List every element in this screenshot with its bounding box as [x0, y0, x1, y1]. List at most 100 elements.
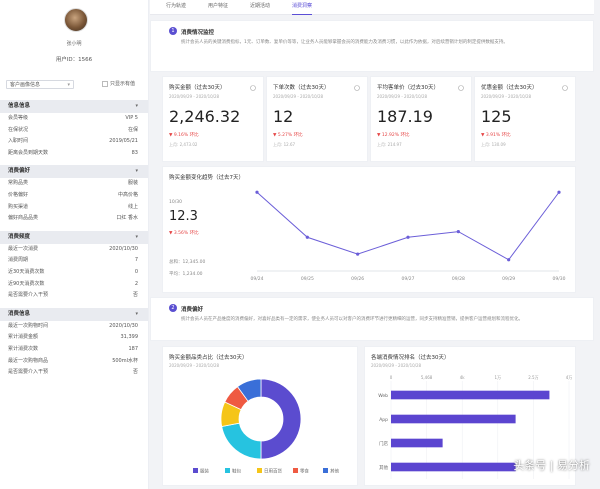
sidebar-row-label: 最近一次购物时间 [8, 322, 49, 329]
sidebar-row-label: 累计消费次数 [8, 345, 39, 352]
bar[interactable] [391, 438, 443, 448]
kpi-card-avg-order-price: 平均客单价（过去30天） 2020/09/29 - 2020/10/28 187… [370, 76, 472, 162]
donut-slice[interactable] [221, 422, 262, 460]
kpi-baseline: 上月: 214.97 [377, 142, 402, 147]
section1-title: 消费情况监控 [181, 30, 215, 36]
sidebar-row-value: 线上 [127, 203, 138, 210]
kpi-card-order-count: 下单次数（过去30天） 2020/09/29 - 2020/10/28 12 ▼… [266, 76, 368, 162]
legend-swatch [225, 468, 230, 473]
sidebar-row-label: 是否需要介入干预 [8, 292, 49, 299]
sidebar-row-value: 否 [132, 292, 138, 299]
sidebar-section-header[interactable]: 信息信息 ▾ [0, 100, 148, 113]
trend-total-label: 总和： [169, 260, 183, 265]
show-values-checkbox[interactable] [102, 81, 108, 87]
customer-sidebar: 张小明 用户ID：1566 客户画像信息 ▾ 只显示有值 信息信息 ▾ 会员等级 VI… [0, 0, 149, 489]
user-name: 张小明 [66, 41, 82, 47]
donut-slice[interactable] [236, 378, 262, 402]
trend-point[interactable] [456, 230, 460, 234]
kpi-value: 187.19 [377, 107, 433, 126]
trend-series-line [256, 191, 560, 261]
sidebar-row: 购买渠道 线上 [0, 202, 148, 214]
sidebar-row-value: 83 [131, 149, 138, 156]
kpi-change: ▼ 3.91% 环比 [481, 133, 511, 138]
tab-recent-activity[interactable]: 近期活动 [250, 3, 271, 9]
sidebar-row-label: 会员等级 [8, 115, 29, 121]
bar[interactable] [391, 414, 516, 424]
pie-title: 购买金额品类占比（过去30天） [169, 355, 248, 361]
sidebar-row: 累计消费次数 187 [0, 344, 148, 356]
info-icon[interactable] [354, 85, 360, 91]
y-category-label: 其他 [379, 464, 388, 471]
sidebar-row: 最近一次购物时间 2020/10/30 [0, 321, 148, 333]
sidebar-section-header[interactable]: 消费信息 ▾ [0, 307, 148, 321]
trend-point[interactable] [305, 235, 309, 239]
tab-behavior-trail[interactable]: 行为轨迹 [166, 3, 187, 9]
sidebar-row-value: 2019/05/21 [109, 138, 138, 145]
bar[interactable] [391, 390, 550, 400]
sidebar-row: 是否需要介入干预 否 [0, 290, 148, 302]
bar-subtitle: 2020/09/29 - 2020/10/28 [371, 363, 422, 368]
kpi-baseline: 上月: 2,473.02 [169, 142, 198, 147]
tab-consumption-insight[interactable]: 消费洞察 [292, 0, 313, 15]
info-icon[interactable] [458, 85, 464, 91]
tab-user-features[interactable]: 用户特征 [208, 3, 229, 9]
sidebar-section-header[interactable]: 消费偏好 ▾ [0, 165, 148, 179]
legend-swatch [193, 468, 198, 473]
kpi-period: 2020/09/29 - 2020/10/28 [377, 94, 428, 99]
kpi-card-discount-amount: 优惠金额（过去30天） 2020/09/29 - 2020/10/28 125 … [474, 76, 576, 162]
trend-point[interactable] [557, 190, 561, 194]
trend-point[interactable] [507, 258, 511, 262]
trend-point[interactable] [356, 252, 360, 256]
sidebar-row-value: 7 [134, 257, 138, 264]
trend-point[interactable] [255, 190, 259, 194]
sidebar-row-value: 中高价格 [117, 191, 138, 198]
user-id: 用户ID：1566 [55, 57, 93, 63]
show-values-label: 只显示有值 [110, 81, 136, 87]
sidebar-section: 消费信息 ▾ 最近一次购物时间 2020/10/30 累计消费金额 31,399 累计消费次… [0, 307, 148, 379]
sidebar-row-label: 价格偏好 [8, 191, 29, 198]
sidebar-row-label: 近30天消费次数 [8, 268, 45, 275]
kpi-period: 2020/09/29 - 2020/10/28 [273, 94, 324, 99]
sidebar-row-label: 偏好商品品类 [8, 215, 39, 222]
y-category-label: 门店 [379, 440, 388, 447]
section1-desc: 统计会员人员的关键消费指标，1元、订单数、复单价等等，让业务人员能够掌握会员的消… [181, 40, 508, 45]
trend-total-value: 12,345.00 [182, 260, 206, 265]
y-category-label: App [379, 417, 388, 423]
kpi-label: 优惠金额（过去30天） [481, 85, 538, 91]
info-icon[interactable] [250, 85, 256, 91]
sidebar-row-value: 否 [132, 369, 138, 376]
x-tick-label: 09/28 [452, 276, 465, 282]
chevron-down-icon: ▾ [135, 233, 138, 240]
donut-slice[interactable] [260, 378, 302, 460]
sidebar-row-value: 187 [128, 345, 138, 352]
sidebar-row-value: 服装 [127, 180, 138, 187]
pie-subtitle: 2020/09/29 - 2020/10/28 [169, 363, 220, 368]
sidebar-row-value: 500ml水杯 [112, 357, 138, 364]
category-donut-chart: 服装 鞋包 日用百货 零食 其他 [193, 378, 339, 475]
x-tick-label: 4k [460, 375, 466, 380]
sidebar-row: 累计消费金额 31,399 [0, 332, 148, 344]
sidebar-section-title: 消费偏好 [8, 168, 31, 175]
sidebar-section-header[interactable]: 消费频度 ▾ [0, 230, 148, 244]
trend-total: 总和：12,345.00 [169, 259, 205, 265]
legend-label: 其他 [330, 468, 339, 475]
section2-desc: 统计会员人员在产品维度的消费偏好，对喜好品类有一定的需求，使业务人员可以对客户的… [181, 317, 523, 322]
sidebar-row-label: 是否需要介入干预 [8, 369, 49, 376]
info-icon[interactable] [562, 85, 568, 91]
kpi-label: 平均客单价（过去30天） [377, 85, 439, 91]
sidebar-row: 距离会员到期天数 83 [0, 148, 148, 160]
sidebar-row: 近30天消费次数 0 [0, 267, 148, 279]
profile-info-select[interactable]: 客户画像信息 ▾ [6, 80, 74, 89]
sidebar-row-label: 最近一次购物商品 [8, 357, 49, 364]
sidebar-row: 会员等级 VIP 5 [0, 113, 148, 125]
x-tick-label: 09/24 [251, 276, 264, 282]
kpi-card-purchase-amount: 购买金额（过去30天） 2020/09/29 - 2020/10/28 2,24… [162, 76, 264, 162]
sidebar-row-label: 在保状况 [8, 126, 29, 133]
legend-swatch [323, 468, 328, 473]
trend-value: 12.3 [169, 209, 198, 224]
bar-title: 各端消费情况排名（过去30天） [371, 355, 450, 361]
bar[interactable] [391, 462, 516, 472]
trend-point[interactable] [406, 235, 410, 239]
filter-row: 客户画像信息 ▾ 只显示有值 [6, 80, 142, 90]
